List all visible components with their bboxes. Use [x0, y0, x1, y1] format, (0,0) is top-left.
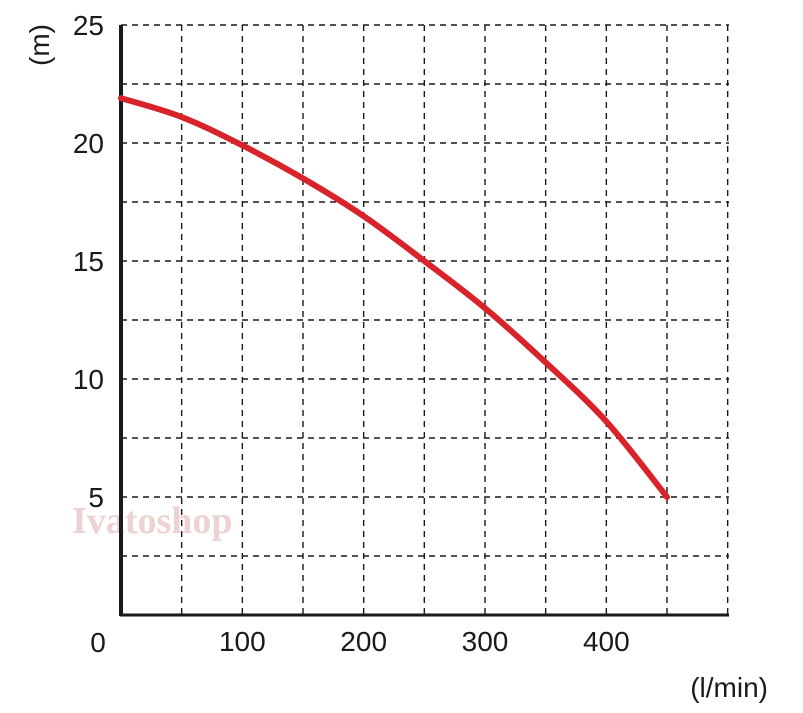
x-tick-label-200: 200 — [340, 626, 387, 657]
grid — [121, 24, 729, 615]
y-tick-label-20: 20 — [73, 128, 104, 159]
origin-label: 0 — [90, 627, 106, 658]
x-tick-label-400: 400 — [583, 626, 630, 657]
x-tick-label-100: 100 — [219, 626, 266, 657]
series-line-0 — [118, 95, 670, 500]
x-axis-label: (l/min) — [690, 672, 768, 703]
y-tick-label-15: 15 — [73, 246, 104, 277]
y-tick-labels: 5 10 15 20 25 — [73, 10, 104, 513]
x-tick-labels: 100 200 300 400 — [219, 626, 630, 657]
x-tick-label-300: 300 — [462, 626, 509, 657]
series — [118, 95, 670, 500]
y-tick-label-10: 10 — [73, 364, 104, 395]
y-tick-label-25: 25 — [73, 10, 104, 41]
y-axis-label: (m) — [24, 24, 55, 66]
y-tick-label-5: 5 — [88, 482, 104, 513]
watermark: Ivatoshop — [72, 500, 233, 542]
axes — [119, 25, 729, 617]
